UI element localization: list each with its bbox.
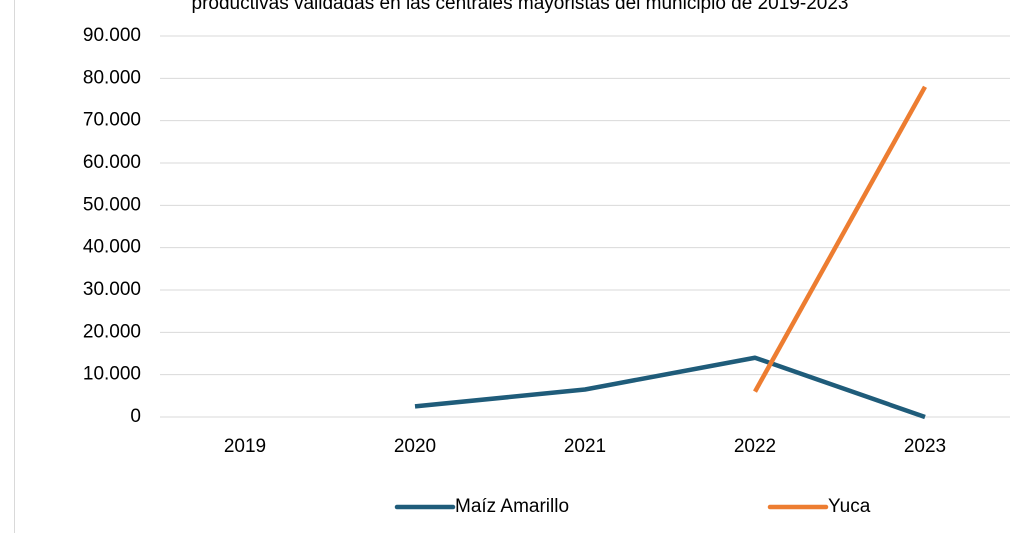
- y-tick-label: 30.000: [83, 279, 141, 300]
- y-tick-label: 60.000: [83, 152, 141, 173]
- legend-label: Yuca: [828, 496, 871, 517]
- x-tick-label: 2022: [734, 436, 776, 457]
- x-tick-label: 2023: [904, 436, 946, 457]
- y-tick-label: 0: [130, 406, 141, 427]
- y-tick-label: 10.000: [83, 364, 141, 385]
- x-tick-label: 2021: [564, 436, 606, 457]
- y-tick-label: 70.000: [83, 110, 141, 131]
- legend-label: Maíz Amarillo: [455, 496, 569, 517]
- y-tick-label: 50.000: [83, 194, 141, 215]
- chart-title: productivas validadas en las centrales m…: [192, 0, 849, 14]
- y-tick-label: 20.000: [83, 321, 141, 342]
- series-line: [414, 355, 926, 420]
- series-line: [753, 85, 927, 393]
- x-tick-label: 2020: [394, 436, 436, 457]
- x-tick-label: 2019: [224, 436, 266, 457]
- y-tick-label: 40.000: [83, 237, 141, 258]
- y-tick-label: 90.000: [83, 25, 141, 46]
- y-tick-label: 80.000: [83, 67, 141, 88]
